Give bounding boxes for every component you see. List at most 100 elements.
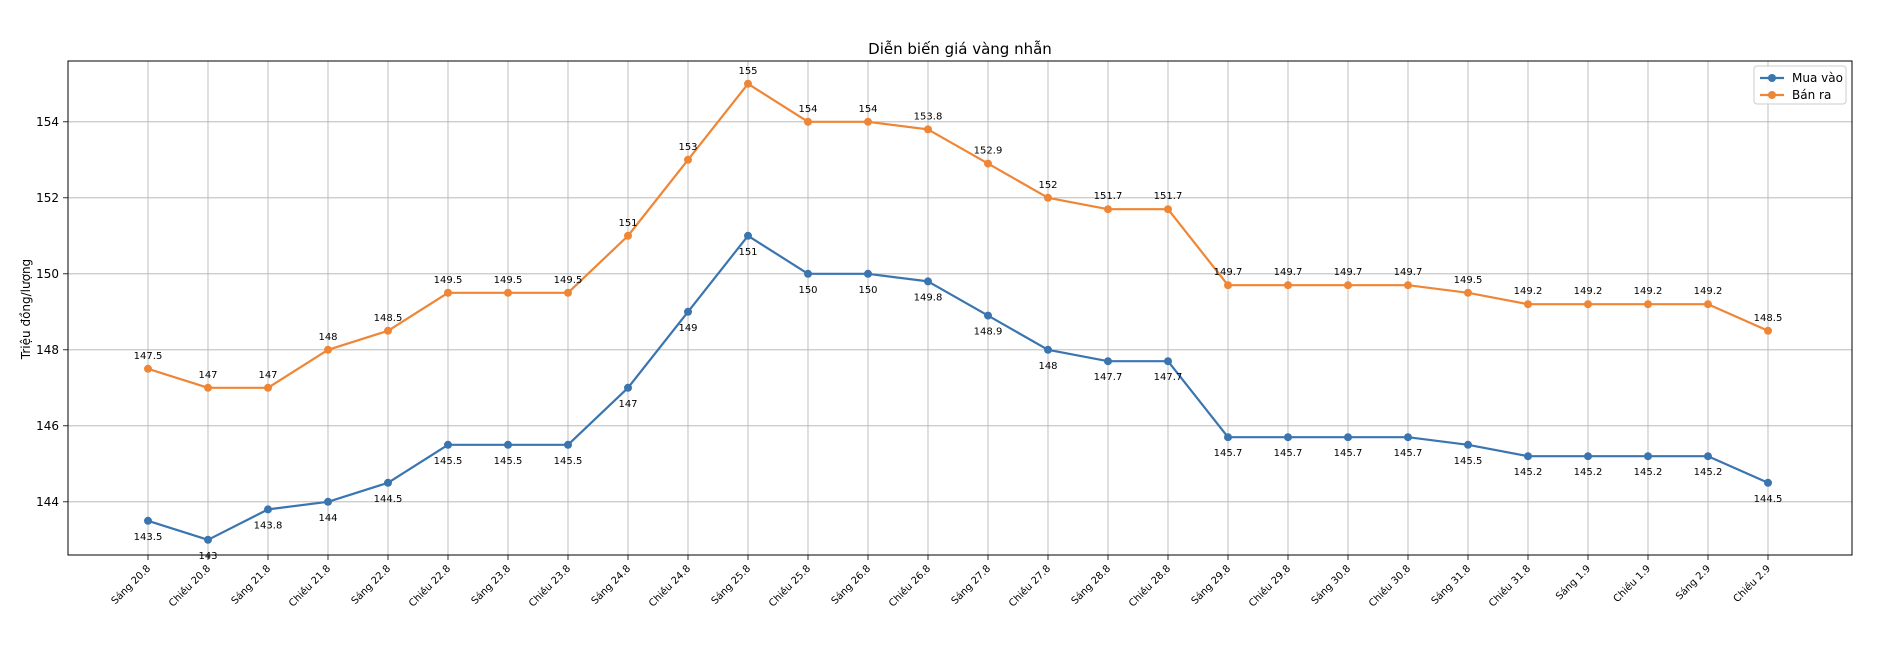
data-point <box>804 269 812 278</box>
data-point <box>1404 281 1412 290</box>
data-point <box>684 155 692 164</box>
x-tick-label: Sáng 22.8 <box>349 563 393 607</box>
series-line-mua-vao <box>147 234 1769 541</box>
data-point <box>1464 288 1472 297</box>
data-label: 147 <box>618 399 637 410</box>
data-point <box>1584 452 1592 461</box>
x-tick-label: Sáng 25.8 <box>709 563 753 607</box>
data-label: 152.9 <box>974 146 1003 157</box>
data-point <box>504 288 512 297</box>
data-point <box>264 505 272 514</box>
x-tick-label: Chiều 1.9 <box>1611 563 1653 605</box>
y-tick-label: 144 <box>36 495 59 509</box>
data-label: 152 <box>1038 180 1057 191</box>
data-label: 149.7 <box>1334 267 1363 278</box>
data-point <box>1164 205 1172 214</box>
data-label: 149.7 <box>1274 267 1303 278</box>
legend-label: Bán ra <box>1792 88 1831 102</box>
x-tick-label: Sáng 30.8 <box>1309 563 1353 607</box>
data-point <box>924 277 932 286</box>
data-label: 145.7 <box>1214 448 1243 459</box>
x-tick-label: Chiều 27.8 <box>1006 563 1053 610</box>
y-tick-label: 154 <box>36 115 59 129</box>
data-label: 148 <box>1038 361 1057 372</box>
data-point <box>564 288 572 297</box>
legend-marker <box>1768 74 1776 82</box>
data-point <box>1344 281 1352 290</box>
data-point <box>504 440 512 449</box>
x-tick-label: Chiều 2.9 <box>1731 563 1773 605</box>
y-axis-label: Triệu đồng/lượng <box>19 259 33 360</box>
data-label: 149.8 <box>914 292 943 303</box>
series-line-ban-ra <box>147 82 1769 389</box>
data-point <box>1284 433 1292 442</box>
y-axis-ticks: 144 146 148 150 152 154 <box>36 115 68 509</box>
data-label: 154 <box>798 104 817 115</box>
data-label: 149.2 <box>1514 286 1543 297</box>
data-label: 145.7 <box>1274 448 1303 459</box>
data-label: 149.7 <box>1394 267 1423 278</box>
data-label: 147 <box>198 370 217 381</box>
x-tick-label: Chiều 24.8 <box>646 563 693 610</box>
data-label: 153 <box>678 142 697 153</box>
data-label: 145.7 <box>1394 448 1423 459</box>
data-point <box>1704 452 1712 461</box>
data-point <box>804 117 812 126</box>
x-tick-label: Sáng 24.8 <box>589 563 633 607</box>
data-label: 143.5 <box>134 532 163 543</box>
data-label: 149.2 <box>1634 286 1663 297</box>
series-layer <box>144 79 1772 544</box>
data-point <box>684 307 692 316</box>
data-label: 145.2 <box>1694 467 1723 478</box>
x-tick-label: Sáng 23.8 <box>469 563 513 607</box>
y-tick-label: 146 <box>36 419 59 433</box>
data-label: 153.8 <box>914 111 943 122</box>
y-tick-label: 152 <box>36 191 59 205</box>
data-label: 149.2 <box>1574 286 1603 297</box>
x-tick-label: Chiều 22.8 <box>406 563 453 610</box>
x-tick-label: Sáng 26.8 <box>829 563 873 607</box>
data-label: 145.7 <box>1334 448 1363 459</box>
data-point <box>744 79 752 88</box>
data-point <box>1224 281 1232 290</box>
x-tick-label: Sáng 2.9 <box>1673 563 1713 603</box>
x-tick-label: Sáng 20.8 <box>109 563 153 607</box>
data-label: 147.7 <box>1094 372 1123 383</box>
x-tick-label: Chiều 25.8 <box>766 563 813 610</box>
data-point <box>1044 193 1052 202</box>
data-point <box>1104 357 1112 366</box>
data-point <box>1764 478 1772 487</box>
data-point <box>444 288 452 297</box>
data-point <box>264 383 272 392</box>
x-tick-label: Chiều 30.8 <box>1366 563 1413 610</box>
data-point <box>1764 326 1772 335</box>
x-tick-label: Chiều 31.8 <box>1486 563 1533 610</box>
data-point <box>1704 300 1712 309</box>
x-tick-label: Sáng 31.8 <box>1429 563 1473 607</box>
data-label: 149.5 <box>554 275 583 286</box>
legend: Mua vào Bán ra <box>1753 65 1847 105</box>
x-tick-label: Chiều 28.8 <box>1126 563 1173 610</box>
data-label: 150 <box>858 285 877 296</box>
data-label: 147 <box>258 370 277 381</box>
x-tick-label: Sáng 1.9 <box>1553 563 1593 603</box>
data-point <box>744 231 752 240</box>
data-label: 147.7 <box>1154 372 1183 383</box>
data-point <box>624 383 632 392</box>
data-point <box>1044 345 1052 354</box>
y-tick-label: 148 <box>36 343 59 357</box>
data-label: 144 <box>318 513 337 524</box>
x-tick-label: Sáng 29.8 <box>1189 563 1233 607</box>
data-label: 151.7 <box>1094 191 1123 202</box>
data-labels: 143.5 143 143.8 144 144.5 145.5 145.5 145.5 147 1… <box>134 66 1783 562</box>
x-tick-label: Chiều 26.8 <box>886 563 933 610</box>
data-label: 148.5 <box>374 313 403 324</box>
data-label: 149.7 <box>1214 267 1243 278</box>
x-tick-label: Chiều 21.8 <box>286 563 333 610</box>
data-point <box>1524 452 1532 461</box>
data-label: 145.2 <box>1514 467 1543 478</box>
data-point <box>1284 281 1292 290</box>
x-tick-label: Sáng 28.8 <box>1069 563 1113 607</box>
x-axis-ticks: Sáng 20.8 Chiều 20.8 Sáng 21.8 Chiều 21.8 Sá… <box>109 555 1773 609</box>
data-label: 144.5 <box>1754 494 1783 505</box>
